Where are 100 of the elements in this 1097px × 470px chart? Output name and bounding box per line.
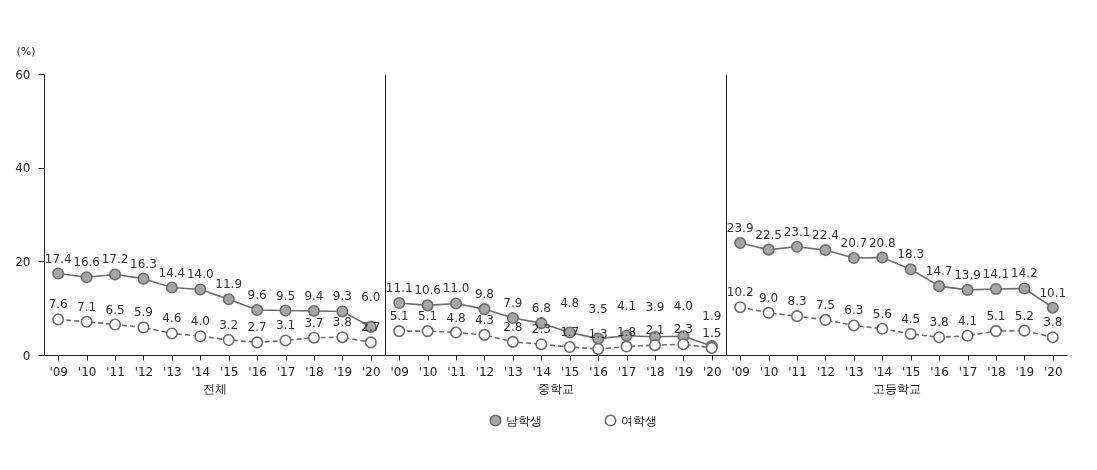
- data-label: 4.1: [616, 298, 637, 313]
- data-label: 2.1: [645, 323, 665, 338]
- x-tick-label: '12: [134, 364, 154, 379]
- data-label: 14.2: [1011, 266, 1038, 281]
- data-label: 2.8: [503, 319, 523, 334]
- x-tick-label: '09: [731, 364, 750, 379]
- data-label: 7.9: [503, 296, 523, 310]
- data-label: 14.1: [982, 266, 1010, 281]
- x-tick-label: '10: [418, 364, 438, 379]
- x-tick-label: '16: [589, 364, 608, 379]
- data-label: 2.3: [673, 322, 693, 337]
- data-label: 4.1: [957, 313, 978, 328]
- data-label: 1.5: [702, 325, 722, 340]
- x-tick-label: '14: [532, 364, 552, 379]
- x-tick-label: '11: [106, 364, 125, 379]
- data-label: 17.2: [101, 252, 129, 267]
- data-label: 3.8: [332, 315, 352, 330]
- x-tick-label: '20: [362, 364, 381, 379]
- y-tick-label: 20: [15, 254, 31, 269]
- data-label: 3.2: [219, 318, 239, 333]
- x-tick-label: '19: [674, 364, 694, 379]
- data-label: 20.8: [868, 235, 896, 250]
- x-tick-label: '20: [703, 364, 722, 379]
- x-axis-title: 전체: [203, 381, 227, 396]
- x-tick-label: '14: [191, 364, 211, 379]
- legend-label: 남학생: [506, 413, 542, 428]
- x-tick-label: '15: [219, 364, 239, 379]
- data-label: 23.1: [783, 224, 811, 239]
- data-label: 4.8: [560, 295, 580, 310]
- data-label: 5.1: [389, 309, 409, 324]
- data-label: 9.8: [474, 287, 495, 302]
- data-label: 3.1: [275, 318, 296, 333]
- data-label: 17.4: [44, 251, 72, 266]
- x-tick-label: '15: [560, 364, 580, 379]
- legend-label: 여학생: [621, 413, 657, 428]
- data-label: 5.6: [872, 306, 892, 321]
- x-tick-label: '12: [475, 364, 495, 379]
- x-tick-label: '10: [77, 364, 97, 379]
- data-label: 14.7: [925, 264, 953, 279]
- data-label: 3.8: [1043, 315, 1063, 330]
- x-tick-label: '17: [617, 364, 637, 379]
- y-tick-label: 0: [22, 348, 31, 363]
- x-tick-label: '16: [248, 364, 267, 379]
- data-label: 14.4: [158, 265, 186, 280]
- x-tick-label: '11: [788, 364, 807, 379]
- data-label: 9.3: [332, 289, 352, 304]
- data-label: 10.2: [726, 285, 754, 300]
- x-tick-label: '13: [845, 364, 864, 379]
- data-label: 4.0: [673, 299, 693, 314]
- data-label: 6.8: [531, 301, 551, 316]
- data-label: 14.0: [186, 267, 214, 282]
- x-tick-label: '13: [504, 364, 523, 379]
- x-tick-label: '20: [1044, 364, 1063, 379]
- x-tick-label: '10: [759, 364, 779, 379]
- data-label: 5.9: [133, 305, 154, 320]
- data-label: 4.5: [901, 311, 921, 326]
- data-label: 4.8: [446, 310, 466, 325]
- x-tick-label: '17: [276, 364, 296, 379]
- y-tick-label: 40: [15, 161, 31, 176]
- data-label: 11.9: [215, 277, 243, 292]
- data-label: 4.3: [474, 312, 495, 327]
- data-label: 7.5: [815, 297, 836, 312]
- data-label: 7.1: [77, 299, 97, 314]
- data-label: 10.1: [1039, 285, 1067, 300]
- data-label: 5.1: [986, 309, 1006, 324]
- data-label: 9.5: [275, 288, 296, 303]
- data-label: 3.5: [588, 301, 608, 316]
- x-tick-label: '13: [163, 364, 182, 379]
- data-label: 9.6: [247, 288, 267, 303]
- x-tick-label: '19: [1015, 364, 1035, 379]
- data-label: 6.3: [844, 303, 864, 318]
- data-label: 8.3: [787, 294, 807, 309]
- data-label: 4.0: [190, 314, 210, 329]
- data-label: 3.7: [304, 315, 324, 330]
- data-label: 6.0: [361, 289, 381, 304]
- data-label: 23.9: [726, 221, 754, 236]
- data-label: 3.8: [929, 315, 949, 330]
- x-axis-title: 고등학교: [873, 381, 921, 396]
- data-label: 11.1: [385, 281, 413, 296]
- x-tick-label: '09: [390, 364, 409, 379]
- x-tick-label: '17: [958, 364, 978, 379]
- data-label: 3.9: [645, 299, 665, 314]
- x-tick-label: '15: [901, 364, 921, 379]
- data-label: 9.4: [304, 288, 324, 303]
- data-label: 10.6: [414, 283, 441, 298]
- data-label: 5.2: [1014, 308, 1034, 323]
- x-tick-label: '18: [305, 364, 324, 379]
- data-label: 22.5: [755, 227, 782, 242]
- x-tick-label: '09: [49, 364, 68, 379]
- x-tick-label: '16: [930, 364, 949, 379]
- x-tick-label: '12: [816, 364, 836, 379]
- x-tick-label: '11: [447, 364, 466, 379]
- data-label: 6.5: [105, 302, 125, 317]
- data-label: 1.9: [702, 309, 722, 324]
- x-tick-label: '18: [646, 364, 665, 379]
- data-label: 2.7: [247, 320, 267, 335]
- y-axis-title: (%): [16, 44, 36, 58]
- data-label: 2.3: [531, 322, 551, 337]
- x-axis-title: 중학교: [538, 381, 574, 396]
- data-label: 22.4: [812, 228, 839, 243]
